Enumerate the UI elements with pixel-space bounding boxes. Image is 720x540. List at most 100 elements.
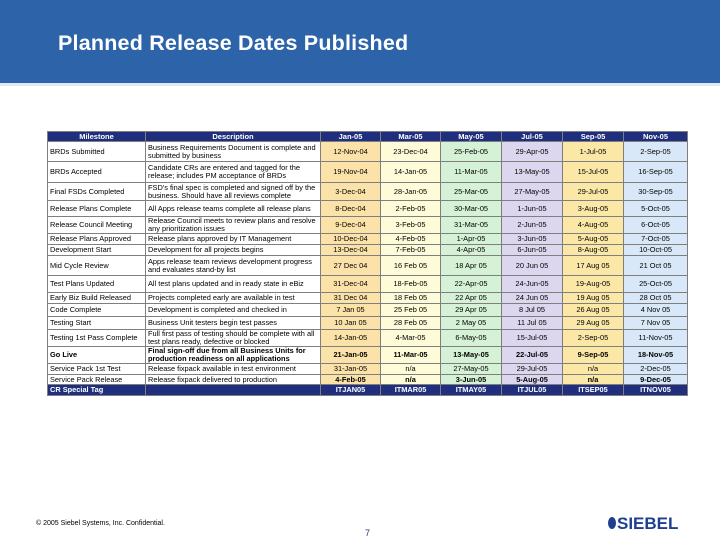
date-cell: 7 Nov 05 <box>623 316 688 330</box>
description-cell: Release fixpack delivered to production <box>145 374 321 385</box>
table-row: Testing Start Business Unit testers begin… <box>47 316 688 330</box>
description-cell: All Apps release teams complete all rele… <box>145 200 321 217</box>
date-cell: 11-Mar-05 <box>380 346 441 364</box>
description-cell: Final sign-off due from all Business Uni… <box>145 346 321 364</box>
date-cell: 7-Oct-05 <box>623 233 688 245</box>
date-cell: 30-Mar-05 <box>440 200 502 217</box>
milestone-cell: BRDs Accepted <box>47 161 146 183</box>
date-cell: 3-Feb-05 <box>380 216 441 234</box>
date-cell: 9-Dec-04 <box>320 216 381 234</box>
date-cell: 3-Jun-05 <box>501 233 563 245</box>
column-header: Sep-05 <box>562 131 624 142</box>
date-cell: 5-Aug-05 <box>501 374 563 385</box>
date-cell: 25-Oct-05 <box>623 275 688 293</box>
milestone-cell: Development Start <box>47 244 146 256</box>
date-cell: 8-Aug-05 <box>562 244 624 256</box>
date-cell: 2 May 05 <box>440 316 502 330</box>
date-cell: 5-Oct-05 <box>623 200 688 217</box>
date-cell: 9-Sep-05 <box>562 346 624 364</box>
date-cell: 27-May-05 <box>440 363 502 375</box>
column-header: Milestone <box>47 131 146 142</box>
date-cell: 16-Sep-05 <box>623 161 688 183</box>
date-cell: 10 Jan 05 <box>320 316 381 330</box>
date-cell: 6-Oct-05 <box>623 216 688 234</box>
description-cell: Business Unit testers begin test passes <box>145 316 321 330</box>
date-cell: 29 Aug 05 <box>562 316 624 330</box>
date-cell: 27-May-05 <box>501 182 563 201</box>
date-cell: 23-Dec-04 <box>380 141 441 162</box>
date-cell: 8 Jul 05 <box>501 303 563 317</box>
date-cell: 20 Jun 05 <box>501 255 563 276</box>
date-cell: 2-Dec-05 <box>623 363 688 375</box>
description-cell: Release plans approved by IT Management <box>145 233 321 245</box>
date-cell: 2-Sep-05 <box>562 329 624 347</box>
date-cell: 31-Jan-05 <box>320 363 381 375</box>
milestone-cell: Service Pack Release <box>47 374 146 385</box>
date-cell: 22-Apr-05 <box>440 275 502 293</box>
date-cell: n/a <box>380 363 441 375</box>
banner-divider <box>0 83 720 86</box>
date-cell: 29-Apr-05 <box>501 141 563 162</box>
date-cell: 11-Nov-05 <box>623 329 688 347</box>
table-header-row: Milestone Description Jan-05 Mar-05 May-… <box>47 131 688 142</box>
date-cell: 9-Dec-05 <box>623 374 688 385</box>
milestone-cell: Service Pack 1st Test <box>47 363 146 375</box>
date-cell: 2-Jun-05 <box>501 216 563 234</box>
table-row: Code Complete Development is completed an… <box>47 303 688 317</box>
milestone-cell: Testing Start <box>47 316 146 330</box>
date-cell: n/a <box>562 374 624 385</box>
table-row: Go Live Final sign-off due from all Busin… <box>47 346 688 364</box>
description-cell <box>145 384 321 396</box>
date-cell: 31-Dec-04 <box>320 275 381 293</box>
table-row: Mid Cycle Review Apps release team review… <box>47 255 688 276</box>
table-row: Release Council Meeting Release Council m… <box>47 216 688 234</box>
page-number: 7 <box>365 528 371 538</box>
table-row: Development Start Development for all pro… <box>47 244 688 256</box>
date-cell: 19 Aug 05 <box>562 292 624 304</box>
description-cell: Projects completed early are available i… <box>145 292 321 304</box>
description-cell: Development is completed and checked in <box>145 303 321 317</box>
date-cell: 13-May-05 <box>440 346 502 364</box>
date-cell: ITSEP05 <box>562 384 624 396</box>
date-cell: 8-Dec-04 <box>320 200 381 217</box>
date-cell: 1-Jul-05 <box>562 141 624 162</box>
date-cell: 18 Apr 05 <box>440 255 502 276</box>
date-cell: n/a <box>380 374 441 385</box>
date-cell: 6-Jun-05 <box>501 244 563 256</box>
date-cell: 4 Nov 05 <box>623 303 688 317</box>
date-cell: 19-Nov-04 <box>320 161 381 183</box>
date-cell: 3-Jun-05 <box>440 374 502 385</box>
date-cell: 22-Jul-05 <box>501 346 563 364</box>
date-cell: 25 Feb 05 <box>380 303 441 317</box>
date-cell: 22 Apr 05 <box>440 292 502 304</box>
table-row: Final FSDs Completed FSD's final spec is … <box>47 182 688 201</box>
date-cell: 4-Aug-05 <box>562 216 624 234</box>
date-cell: 14-Jan-05 <box>380 161 441 183</box>
date-cell: 4-Mar-05 <box>380 329 441 347</box>
description-cell: Full first pass of testing should be com… <box>145 329 321 347</box>
column-header: May-05 <box>440 131 502 142</box>
date-cell: 28 Oct 05 <box>623 292 688 304</box>
date-cell: 28-Jan-05 <box>380 182 441 201</box>
date-cell: 30-Sep-05 <box>623 182 688 201</box>
date-cell: 16 Feb 05 <box>380 255 441 276</box>
copyright-footer: © 2005 Siebel Systems, Inc. Confidential… <box>36 520 165 527</box>
column-header: Jul-05 <box>501 131 563 142</box>
date-cell: 25-Feb-05 <box>440 141 502 162</box>
date-cell: 12-Nov-04 <box>320 141 381 162</box>
date-cell: 29-Jul-05 <box>562 182 624 201</box>
column-header: Jan-05 <box>320 131 381 142</box>
milestone-cell: Mid Cycle Review <box>47 255 146 276</box>
column-header: Mar-05 <box>380 131 441 142</box>
date-cell: 4-Apr-05 <box>440 244 502 256</box>
date-cell: 29-Jul-05 <box>501 363 563 375</box>
date-cell: 21 Oct 05 <box>623 255 688 276</box>
milestone-cell: BRDs Submitted <box>47 141 146 162</box>
date-cell: ITMAY05 <box>440 384 502 396</box>
table-row: Early Biz Build Released Projects complet… <box>47 292 688 304</box>
date-cell: 31-Mar-05 <box>440 216 502 234</box>
table-row: Release Plans Approved Release plans appr… <box>47 233 688 245</box>
table-row: Testing 1st Pass Complete Full first pass… <box>47 329 688 347</box>
date-cell: 24 Jun 05 <box>501 292 563 304</box>
date-cell: 31 Dec 04 <box>320 292 381 304</box>
